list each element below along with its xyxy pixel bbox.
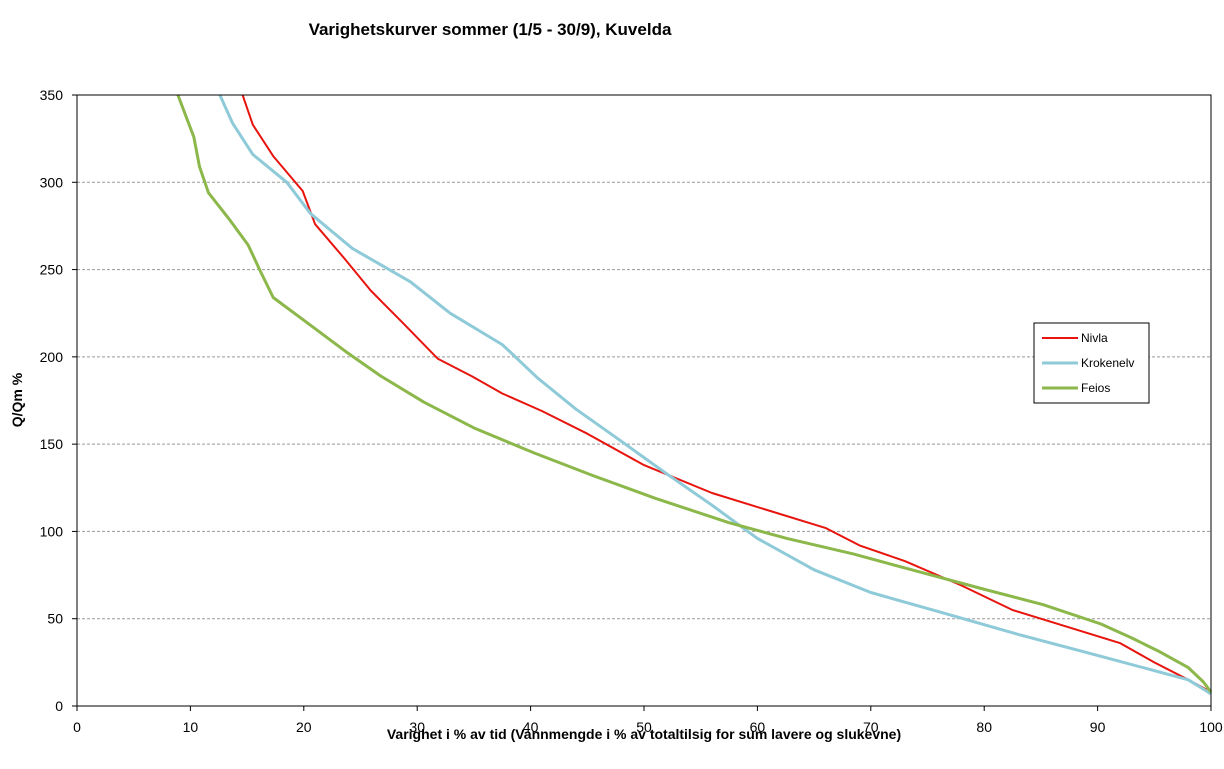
gridlines bbox=[77, 181, 1211, 620]
x-tick-label: 90 bbox=[1090, 719, 1106, 735]
y-tick-label: 300 bbox=[40, 174, 64, 190]
y-axis: 0 50 100 150 200 250 300 350 bbox=[40, 87, 77, 714]
legend-label-nivla: Nivla bbox=[1081, 331, 1108, 345]
y-tick-label: 250 bbox=[40, 262, 64, 278]
y-tick-label: 50 bbox=[47, 611, 63, 627]
x-tick-label: 10 bbox=[183, 719, 199, 735]
y-tick-label: 0 bbox=[55, 698, 63, 714]
y-tick-label: 100 bbox=[40, 523, 64, 539]
x-tick-label: 60 bbox=[750, 719, 766, 735]
x-tick-label: 20 bbox=[296, 719, 312, 735]
x-axis-label: Varighet i % av tid (Vannmengde i % av t… bbox=[387, 726, 901, 742]
x-tick-label: 50 bbox=[636, 719, 652, 735]
legend: Nivla Krokenelv Feios bbox=[1033, 322, 1150, 404]
y-tick-label: 200 bbox=[40, 349, 64, 365]
legend-label-feios: Feios bbox=[1081, 381, 1110, 395]
chart-title: Varighetskurver sommer (1/5 - 30/9), Kuv… bbox=[309, 20, 672, 39]
x-tick-label: 100 bbox=[1199, 719, 1223, 735]
y-tick-label: 150 bbox=[40, 436, 64, 452]
series-line-nivla bbox=[241, 94, 1212, 693]
x-tick-label: 70 bbox=[863, 719, 879, 735]
series-line-feios bbox=[176, 94, 1213, 693]
x-tick-label: 40 bbox=[523, 719, 539, 735]
series-line-krokenelv bbox=[218, 94, 1212, 696]
x-tick-label: 0 bbox=[73, 719, 81, 735]
series-group bbox=[176, 94, 1213, 696]
y-axis-label: Q/Qm % bbox=[9, 372, 25, 427]
x-tick-label: 80 bbox=[976, 719, 992, 735]
x-axis: 0 10 20 30 40 50 60 70 80 90 100 bbox=[73, 706, 1223, 735]
legend-label-krokenelv: Krokenelv bbox=[1081, 356, 1134, 370]
x-tick-label: 30 bbox=[409, 719, 425, 735]
y-tick-label: 350 bbox=[40, 87, 64, 103]
